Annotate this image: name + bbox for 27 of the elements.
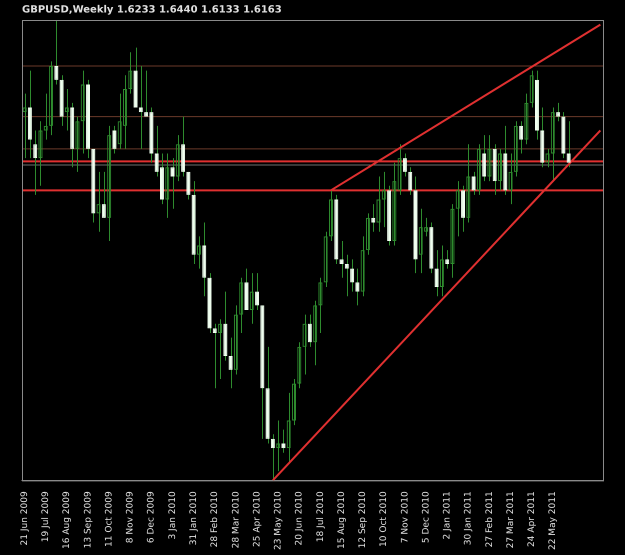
x-tick-label: 28 Mar 2010 (231, 491, 242, 548)
x-tick-label: 30 Jan 2011 (464, 491, 474, 546)
x-tick-label: 18 Jul 2010 (316, 491, 326, 542)
x-tick-label: 6 Dec 2009 (146, 491, 157, 544)
x-tick-label: 16 Aug 2009 (62, 491, 72, 549)
x-tick-label: 11 Oct 2009 (104, 491, 114, 547)
x-tick-label: 19 Jul 2009 (41, 491, 52, 542)
chart-title: GBPUSD,Weekly 1.6233 1.6440 1.6133 1.6163 (22, 4, 282, 16)
x-tick-label: 2 Jan 2011 (442, 491, 453, 540)
x-tick-label: 20 Jun 2010 (294, 491, 305, 546)
x-tick-label: 27 Mar 2011 (506, 491, 516, 548)
x-tick-label: 10 Oct 2010 (379, 491, 390, 547)
x-tick-label: 24 Apr 2011 (527, 491, 538, 547)
x-tick-label: 12 Sep 2010 (358, 491, 368, 548)
x-tick-label: 25 Apr 2010 (252, 491, 262, 547)
x-tick-label: 8 Nov 2009 (126, 491, 136, 544)
x-tick-label: 15 Aug 2010 (336, 491, 347, 549)
x-tick-label: 31 Jan 2010 (189, 491, 200, 546)
x-tick-label: 28 Feb 2010 (210, 491, 220, 548)
x-tick-label: 7 Nov 2010 (400, 491, 410, 544)
x-tick-label: 5 Dec 2010 (421, 491, 432, 544)
x-tick-label: 13 Sep 2009 (83, 491, 94, 548)
x-tick-label: 27 Feb 2011 (484, 491, 495, 548)
x-tick-label: 21 Jun 2009 (20, 491, 30, 546)
x-tick-label: 23 May 2010 (274, 491, 284, 550)
x-tick-label: 3 Jan 2010 (168, 491, 178, 540)
x-tick-label: 22 May 2011 (548, 491, 558, 550)
